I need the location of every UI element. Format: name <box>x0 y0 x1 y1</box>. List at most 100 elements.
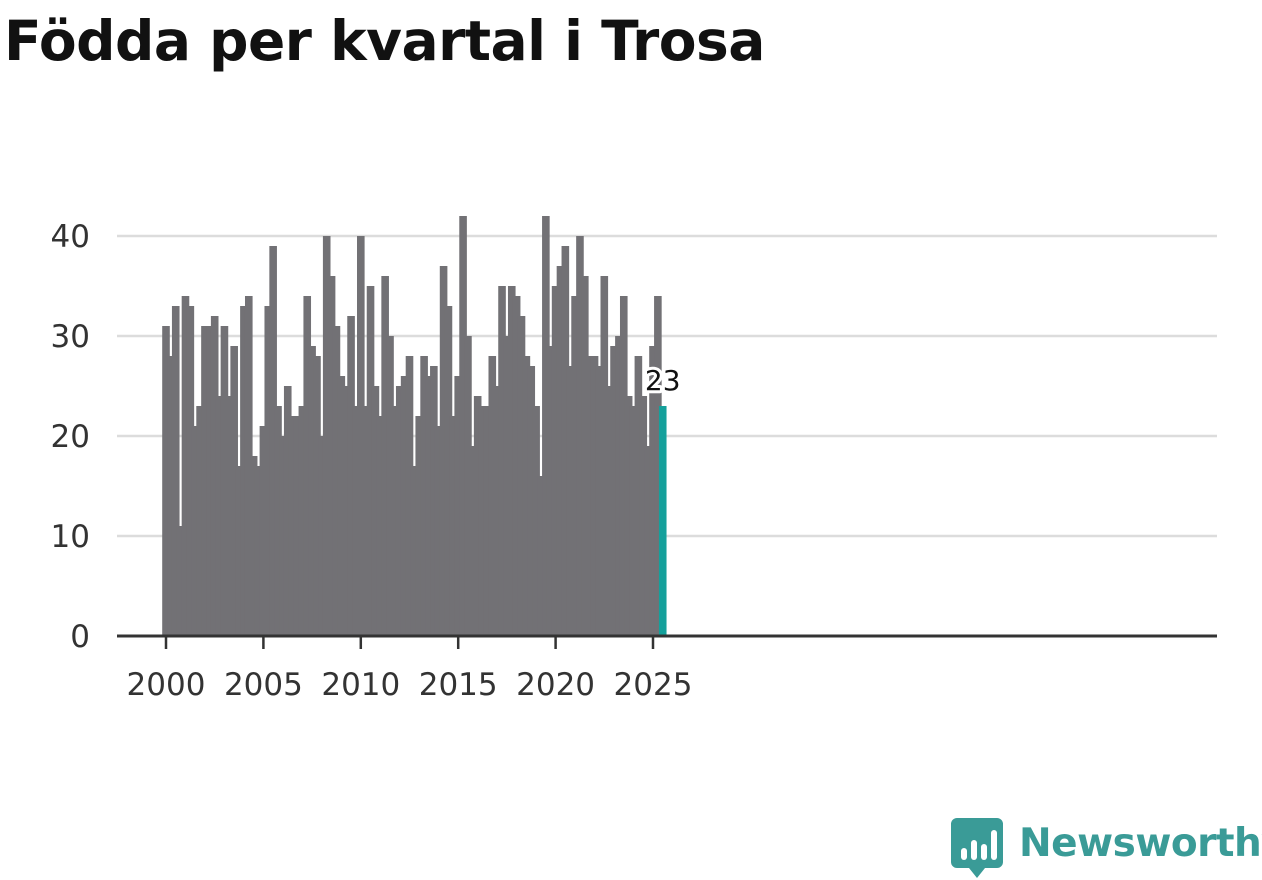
bar <box>196 406 204 636</box>
bar <box>405 356 414 636</box>
bar <box>288 416 297 636</box>
bar <box>303 296 312 636</box>
bar <box>634 356 643 636</box>
bar <box>318 436 326 636</box>
bar <box>615 336 623 636</box>
bar <box>571 296 579 636</box>
bar <box>215 396 224 636</box>
x-tick-label: 2010 <box>321 667 400 703</box>
bar <box>230 346 238 636</box>
bar <box>244 296 253 636</box>
chart-title: Födda per kvartal i Trosa <box>4 9 765 73</box>
bar <box>293 416 302 636</box>
bar <box>493 386 501 636</box>
bars <box>162 216 667 636</box>
bar <box>201 326 209 636</box>
bar <box>425 376 433 636</box>
bar <box>376 416 385 636</box>
bar <box>488 356 497 636</box>
x-tick-label: 2025 <box>614 667 693 703</box>
bar <box>644 446 652 636</box>
bar <box>459 216 467 636</box>
bar <box>590 356 599 636</box>
bar <box>430 366 438 636</box>
bar <box>512 296 521 636</box>
bar <box>503 336 511 636</box>
bar <box>469 446 477 636</box>
bar <box>371 386 380 636</box>
bar <box>605 386 613 636</box>
bar <box>264 306 273 636</box>
bar <box>322 236 331 636</box>
bar <box>434 426 443 636</box>
bar-highlight <box>658 406 667 636</box>
bar <box>542 216 550 636</box>
bar <box>298 406 307 636</box>
bar <box>210 316 219 636</box>
bar <box>366 286 375 636</box>
bar <box>308 346 316 636</box>
bar <box>654 296 662 636</box>
y-axis-ticks: 0 10 20 30 40 <box>51 219 90 655</box>
bar <box>162 326 170 636</box>
bar <box>464 336 472 636</box>
x-axis-ticks: 2000 2005 2010 2015 2020 2025 <box>127 636 693 703</box>
y-tick-label: 30 <box>51 319 90 355</box>
bar <box>400 376 409 636</box>
bar <box>176 526 185 636</box>
bar <box>279 436 287 636</box>
bar <box>352 406 360 636</box>
newsworthy-logo-icon <box>951 818 1003 878</box>
bar <box>274 406 282 636</box>
data-labels: 23 <box>642 361 684 400</box>
bar <box>420 356 428 636</box>
bar <box>220 326 229 636</box>
bar <box>395 386 404 636</box>
bar <box>595 366 604 636</box>
bar <box>551 286 560 636</box>
bar <box>381 276 389 636</box>
bar <box>225 396 234 636</box>
bar <box>561 246 570 636</box>
bar <box>171 306 180 636</box>
bar <box>410 466 419 636</box>
bar <box>522 356 531 636</box>
y-tick-label: 20 <box>51 419 90 455</box>
bar <box>269 246 277 636</box>
bar <box>167 356 175 636</box>
bar <box>585 356 594 636</box>
bar <box>546 346 555 636</box>
bar <box>191 426 200 636</box>
bar <box>454 376 462 636</box>
bar <box>439 266 448 636</box>
x-tick-label: 2020 <box>516 667 595 703</box>
bar <box>415 416 424 636</box>
bar <box>649 346 657 636</box>
bar <box>283 386 292 636</box>
bar <box>327 276 336 636</box>
bar <box>629 406 638 636</box>
newsworthy-logo: Newsworthy <box>951 818 1262 880</box>
newsworthy-logo-text: Newsworthy <box>1019 821 1262 866</box>
bar <box>361 406 370 636</box>
bar <box>556 266 565 636</box>
bar <box>332 326 341 636</box>
x-tick-label: 2005 <box>224 667 303 703</box>
bar <box>517 316 526 636</box>
bar-chart: 0 10 20 30 40 2000 2005 2010 2015 2020 2025 23 <box>51 216 1217 703</box>
bar <box>206 326 214 636</box>
bar <box>610 346 618 636</box>
bar <box>391 406 399 636</box>
bar <box>576 236 584 636</box>
bar <box>357 236 365 636</box>
y-tick-label: 0 <box>70 619 90 655</box>
bar <box>259 426 268 636</box>
bar <box>566 366 575 636</box>
bar <box>639 396 648 636</box>
bar <box>186 306 195 636</box>
bar <box>473 396 482 636</box>
x-tick-label: 2000 <box>127 667 206 703</box>
bar <box>337 376 346 636</box>
bar <box>313 356 321 636</box>
bar <box>449 416 458 636</box>
